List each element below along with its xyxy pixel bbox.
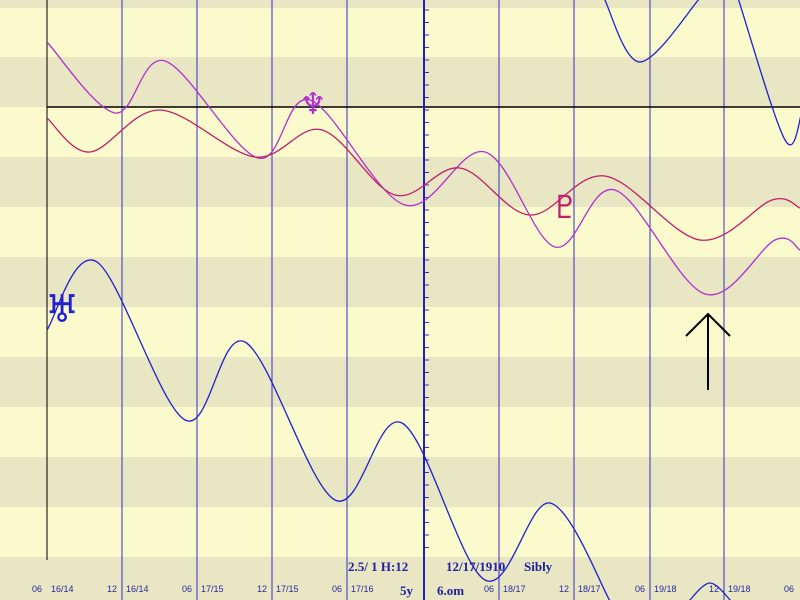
curve <box>604 0 700 63</box>
x-date-label: 16/14 <box>126 584 149 594</box>
footer-orb: 6.om <box>437 583 464 598</box>
x-date-label: 17/15 <box>201 584 224 594</box>
curve <box>46 109 800 241</box>
curve <box>46 41 800 296</box>
x-hour-label: 12 <box>257 584 267 594</box>
x-date-label: 17/15 <box>276 584 299 594</box>
band <box>0 0 800 8</box>
x-hour-label: 06 <box>784 584 794 594</box>
x-hour-label: 06 <box>32 584 42 594</box>
band <box>0 157 800 207</box>
x-labels: 06 16/14 12 16/14 06 17/15 12 17/15 06 17/16 06 18/… <box>32 584 794 594</box>
band <box>0 457 800 507</box>
x-hour-label: 06 <box>484 584 494 594</box>
band <box>0 257 800 307</box>
x-date-label: 16/14 <box>51 584 74 594</box>
x-date-label: 19/18 <box>654 584 677 594</box>
x-hour-label: 06 <box>182 584 192 594</box>
uranus-glyph: ♅ <box>45 287 79 331</box>
footer-system: Sibly <box>524 559 553 574</box>
x-date-label: 18/17 <box>578 584 601 594</box>
x-hour-label: 12 <box>709 584 719 594</box>
day-lines <box>121 0 725 600</box>
curve <box>689 582 731 600</box>
curves <box>46 0 800 600</box>
curve <box>46 259 611 600</box>
arrow <box>685 312 731 390</box>
band <box>0 57 800 107</box>
curve <box>737 0 800 146</box>
band <box>0 357 800 407</box>
pluto-glyph: ♇ <box>551 188 580 226</box>
neptune-glyph: ♆ <box>300 87 327 122</box>
x-date-label: 18/17 <box>503 584 526 594</box>
footer-scale: 2.5/ 1 H:12 <box>348 559 408 574</box>
x-hour-label: 06 <box>332 584 342 594</box>
band <box>0 557 800 600</box>
footer-date: 12/17/1910 <box>446 559 505 574</box>
x-hour-label: 12 <box>107 584 117 594</box>
x-date-label: 19/18 <box>728 584 751 594</box>
x-date-label: 17/16 <box>351 584 374 594</box>
x-hour-label: 12 <box>559 584 569 594</box>
footer-span: 5y <box>400 583 414 598</box>
x-hour-label: 06 <box>635 584 645 594</box>
